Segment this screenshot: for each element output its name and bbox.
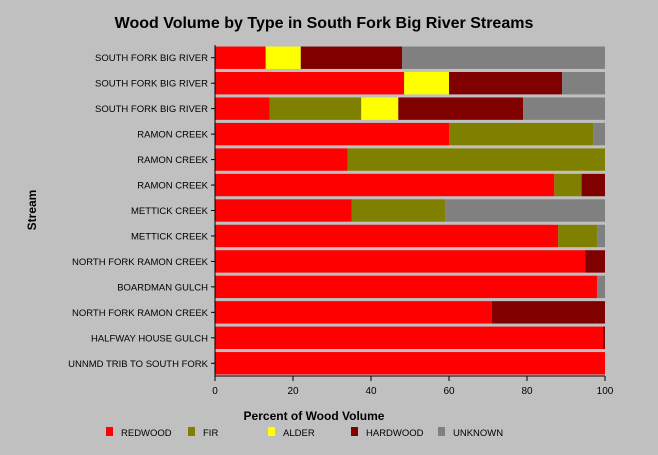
bar-segment-redwood [215, 122, 449, 146]
category-label: NORTH FORK RAMON CREEK [72, 257, 209, 268]
legend-label-hardwood: HARDWOOD [366, 428, 424, 439]
legend-label-alder: ALDER [283, 428, 315, 439]
category-label: METTICK CREEK [131, 206, 209, 217]
plot-area: SOUTH FORK BIG RIVER SOUTH FORK BIG RIVER… [68, 45, 614, 397]
bar-segment-fir [554, 173, 582, 197]
bar-segment-alder [404, 71, 449, 95]
x-tick-label: 40 [365, 386, 377, 397]
category-label: BOARDMAN GULCH [117, 282, 208, 293]
bar-segment-redwood [215, 97, 270, 120]
y-axis-label: Stream [25, 190, 39, 231]
chart-title: Wood Volume by Type in South Fork Big Ri… [115, 15, 534, 32]
x-axis-label: Percent of Wood Volume [244, 409, 385, 423]
category-label: HALFWAY HOUSE GULCH [91, 333, 208, 344]
bar-segment-hardwood [398, 97, 524, 120]
bar-segment-alder [265, 46, 301, 69]
bar-segment-hardwood [449, 71, 563, 95]
bar-segment-fir [558, 224, 598, 248]
category-label: RAMON CREEK [137, 130, 208, 141]
legend-swatch-alder [268, 427, 275, 436]
bar-segment-redwood [215, 71, 405, 95]
x-tick-label: 60 [443, 386, 455, 397]
bar-segment-fir [449, 122, 594, 146]
bar-segment-redwood [215, 250, 586, 273]
x-tick-label: 80 [521, 386, 533, 397]
bar-segment-unknown [445, 199, 605, 222]
legend-swatch-unknown [438, 427, 445, 436]
bar-segment-hardwood [300, 46, 403, 69]
bar-segment-unknown [523, 97, 605, 120]
legend-label-redwood: REDWOOD [121, 428, 172, 439]
category-label: RAMON CREEK [137, 181, 208, 192]
bar-segment-redwood [215, 275, 598, 299]
bar-segment-hardwood [585, 250, 605, 273]
category-label: RAMON CREEK [137, 155, 208, 166]
bar-segment-redwood [215, 326, 604, 350]
bar-segment-fir [351, 199, 446, 222]
category-label: NORTH FORK RAMON CREEK [72, 308, 209, 319]
legend-label-fir: FIR [203, 428, 218, 439]
bar-segment-hardwood [581, 173, 605, 197]
bar-segment-fir [269, 97, 362, 120]
bar-segment-redwood [215, 148, 348, 171]
bar-segment-fir [347, 148, 605, 171]
bar-segment-unknown [402, 46, 605, 69]
bar-segment-unknown [597, 224, 605, 248]
legend-swatch-hardwood [351, 427, 358, 436]
legend-swatch-redwood [106, 427, 113, 436]
category-label: SOUTH FORK BIG RIVER [95, 53, 208, 64]
bar-segment-redwood [215, 173, 555, 197]
bar-segment-unknown [593, 122, 605, 146]
bar-segment-redwood [215, 301, 492, 324]
bar-segment-redwood [215, 352, 605, 375]
legend: REDWOOD FIR ALDER HARDWOOD UNKNOWN [106, 427, 503, 439]
bar-segment-unknown [562, 71, 605, 95]
bar-segment-hardwood [491, 301, 605, 324]
legend-swatch-fir [188, 427, 195, 436]
bar-segment-alder [361, 97, 399, 120]
x-tick-label: 20 [287, 386, 299, 397]
bar-segment-hardwood [603, 326, 605, 350]
bar-segment-redwood [215, 46, 266, 69]
bar-segment-redwood [215, 224, 559, 248]
bar-segment-unknown [597, 275, 605, 299]
category-label: SOUTH FORK BIG RIVER [95, 104, 208, 115]
x-tick-label: 0 [212, 386, 218, 397]
category-label: UNNMD TRIB TO SOUTH FORK [68, 359, 209, 370]
x-tick-label: 100 [597, 386, 614, 397]
bar-segment-redwood [215, 199, 352, 222]
category-label: METTICK CREEK [131, 231, 209, 242]
legend-label-unknown: UNKNOWN [453, 428, 503, 439]
category-label: SOUTH FORK BIG RIVER [95, 79, 208, 90]
